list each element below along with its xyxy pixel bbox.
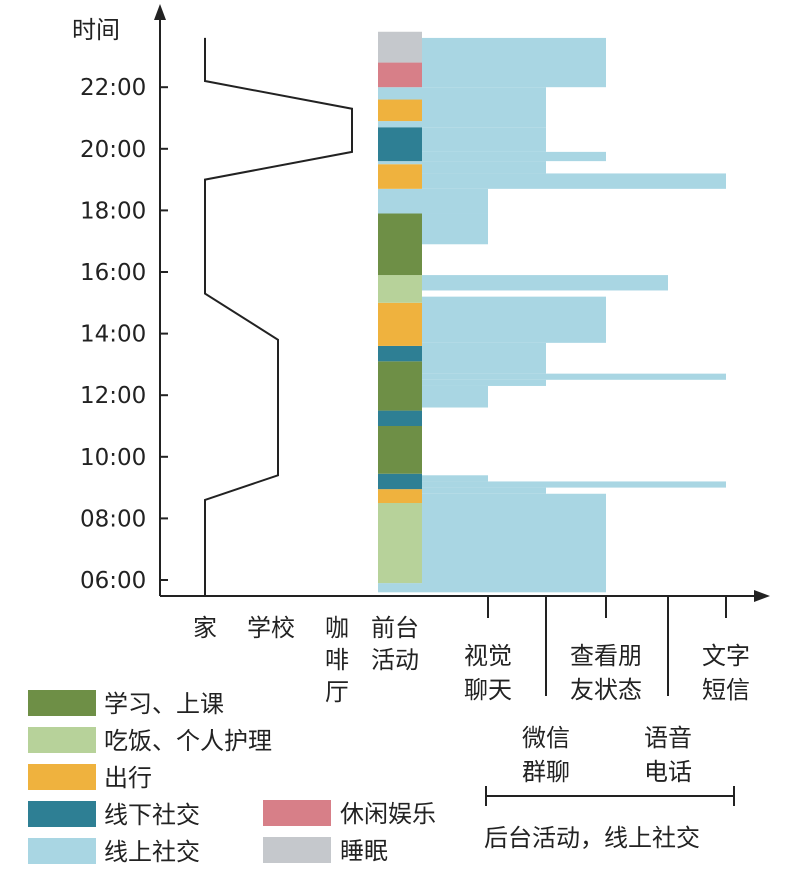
foreground-activity-online xyxy=(378,583,422,593)
y-tick-label: 08:00 xyxy=(80,506,146,532)
legend-label-leisure: 休闲娱乐 xyxy=(340,800,436,828)
legend-swatch-study xyxy=(28,690,96,716)
foreground-label: 前台 xyxy=(371,614,419,642)
foreground-activity-meal xyxy=(378,503,422,584)
background-online-segment xyxy=(422,87,546,128)
background-online-segment xyxy=(422,475,488,482)
y-tick-label: 10:00 xyxy=(80,445,146,471)
y-tick-label: 14:00 xyxy=(80,322,146,348)
background-online-segment xyxy=(422,296,606,343)
legend-label-study: 学习、上课 xyxy=(104,690,224,718)
y-tick-label: 20:00 xyxy=(80,137,146,163)
background-online-segment xyxy=(422,379,546,386)
y-ticks-layer: 06:00 08:00 10:00 12:00 14:00 16:00 18:00 20:00… xyxy=(80,75,168,594)
background-online-segment xyxy=(422,481,726,488)
legend-swatch-sleep xyxy=(263,837,331,863)
background-online-segment xyxy=(422,151,606,162)
location-label-school: 学校 xyxy=(247,614,295,642)
foreground-activity-travel xyxy=(378,164,422,189)
legend-swatch-offline xyxy=(28,801,96,827)
legend-swatch-meal xyxy=(28,727,96,753)
foreground-activity-layer xyxy=(378,31,422,593)
background-online-segment xyxy=(422,213,488,245)
foreground-activity-leisure xyxy=(378,62,422,88)
foreground-label: 活动 xyxy=(371,646,419,674)
location-path-layer xyxy=(204,37,353,596)
background-online-segment xyxy=(422,342,546,374)
x-axis-arrow xyxy=(754,590,770,602)
foreground-activity-sleep xyxy=(378,31,422,63)
foreground-activity-travel xyxy=(378,489,422,503)
location-label-home: 家 xyxy=(193,614,217,642)
foreground-activity-online xyxy=(378,121,422,128)
y-axis-arrow xyxy=(154,4,166,20)
background-online-segment xyxy=(422,487,546,494)
level-label-video-chat: 视觉 xyxy=(464,642,512,670)
y-axis-label: 时间 xyxy=(72,16,120,44)
legend-label-sleep: 睡眠 xyxy=(340,837,388,865)
foreground-activity-offline xyxy=(378,473,422,490)
location-path-line xyxy=(204,37,353,596)
y-tick-label: 12:00 xyxy=(80,383,146,409)
location-label-cafe: 厅 xyxy=(325,678,349,706)
background-online-segment xyxy=(422,127,546,152)
foreground-activity-meal xyxy=(378,275,422,303)
level-label-text-sms: 短信 xyxy=(702,676,750,704)
foreground-activity-offline xyxy=(378,345,422,362)
level-label-voice-call: 语音 xyxy=(644,724,692,752)
y-tick-label: 06:00 xyxy=(80,568,146,594)
foreground-activity-online xyxy=(378,87,422,100)
level-label-voice-call: 电话 xyxy=(644,758,692,786)
legend-label-offline: 线下社交 xyxy=(104,801,200,829)
legend-label-travel: 出行 xyxy=(104,764,152,792)
level-label-wechat-group: 群聊 xyxy=(522,758,570,786)
level-label-check-status: 友状态 xyxy=(570,676,642,704)
foreground-activity-study xyxy=(378,213,422,276)
background-online-segment xyxy=(422,275,668,291)
legend-swatch-online xyxy=(28,838,96,864)
background-online-segment xyxy=(422,373,726,380)
level-label-check-status: 查看朋 xyxy=(570,642,642,670)
background-online-segment xyxy=(422,385,488,408)
y-tick-label: 18:00 xyxy=(80,198,146,224)
foreground-activity-study xyxy=(378,361,422,411)
location-label-cafe: 啡 xyxy=(325,646,349,674)
location-label-cafe: 咖 xyxy=(325,614,349,642)
foreground-activity-offline xyxy=(378,410,422,426)
foreground-activity-travel xyxy=(378,99,422,122)
foreground-activity-travel xyxy=(378,302,422,346)
level-label-video-chat: 聊天 xyxy=(464,676,512,704)
legend-label-meal: 吃饭、个人护理 xyxy=(104,727,272,755)
y-tick-label: 16:00 xyxy=(80,260,146,286)
background-online-segment xyxy=(422,37,606,88)
legend-label-online: 线上社交 xyxy=(104,838,200,866)
background-online-segment xyxy=(422,161,546,174)
legend-swatch-travel xyxy=(28,764,96,790)
level-label-text-sms: 文字 xyxy=(702,642,750,670)
background-online-segment xyxy=(422,188,488,214)
foreground-activity-online xyxy=(378,161,422,165)
background-online-layer xyxy=(422,37,726,593)
background-online-segment xyxy=(422,173,726,189)
background-online-segment xyxy=(422,493,606,593)
background-caption: 后台活动，线上社交 xyxy=(484,824,700,852)
legend-swatch-leisure xyxy=(263,800,331,826)
foreground-activity-study xyxy=(378,426,422,474)
level-label-wechat-group: 微信 xyxy=(522,724,570,752)
y-tick-label: 22:00 xyxy=(80,75,146,101)
foreground-activity-offline xyxy=(378,127,422,162)
foreground-activity-online xyxy=(378,188,422,214)
axes-layer: 时间 xyxy=(72,4,770,602)
